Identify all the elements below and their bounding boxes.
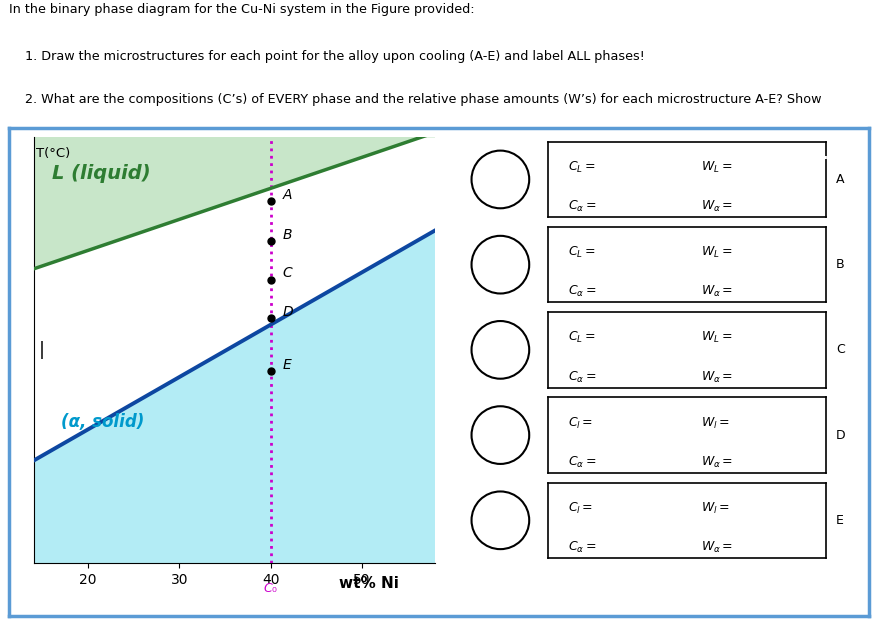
- Text: ···: ···: [815, 149, 836, 167]
- Text: B: B: [836, 258, 844, 271]
- Polygon shape: [34, 231, 435, 563]
- Text: $W_{\alpha}=$: $W_{\alpha}=$: [701, 455, 733, 470]
- Text: C: C: [282, 266, 292, 281]
- Text: all work!: all work!: [9, 137, 90, 151]
- Text: $W_L=$: $W_L=$: [701, 160, 732, 175]
- Text: |: |: [39, 341, 45, 359]
- Text: $C_{\alpha}=$: $C_{\alpha}=$: [568, 455, 596, 470]
- Text: $C_l=$: $C_l=$: [568, 501, 593, 516]
- Text: $C₀$: $C₀$: [263, 582, 278, 595]
- Text: C: C: [836, 343, 845, 356]
- Text: $W_L=$: $W_L=$: [701, 245, 732, 260]
- Text: A: A: [836, 173, 844, 186]
- Text: $C_L=$: $C_L=$: [568, 330, 595, 345]
- Text: 2. What are the compositions (C’s) of EVERY phase and the relative phase amounts: 2. What are the compositions (C’s) of EV…: [9, 93, 821, 106]
- Text: T(°C): T(°C): [36, 147, 71, 160]
- Text: B: B: [282, 228, 292, 242]
- Text: $C_L=$: $C_L=$: [568, 245, 595, 260]
- Text: $C_{\alpha}=$: $C_{\alpha}=$: [568, 284, 596, 299]
- Text: (α, solid): (α, solid): [61, 412, 145, 430]
- Text: $C_l=$: $C_l=$: [568, 415, 593, 430]
- Text: $W_{\alpha}=$: $W_{\alpha}=$: [701, 540, 733, 555]
- Polygon shape: [34, 132, 435, 269]
- Text: $C_L=$: $C_L=$: [568, 160, 595, 175]
- Text: $W_{\alpha}=$: $W_{\alpha}=$: [701, 199, 733, 214]
- Text: A: A: [282, 188, 292, 202]
- Text: $W_l=$: $W_l=$: [701, 415, 730, 430]
- Text: E: E: [836, 514, 844, 527]
- Text: 1. Draw the microstructures for each point for the alloy upon cooling (A-E) and : 1. Draw the microstructures for each poi…: [9, 50, 645, 63]
- Text: wt% Ni: wt% Ni: [339, 576, 399, 591]
- Text: $C_{\alpha}=$: $C_{\alpha}=$: [568, 540, 596, 555]
- Text: L (liquid): L (liquid): [52, 164, 151, 183]
- Text: $C_{\alpha}=$: $C_{\alpha}=$: [568, 199, 596, 214]
- Text: $W_L=$: $W_L=$: [701, 330, 732, 345]
- Text: $W_{\alpha}=$: $W_{\alpha}=$: [701, 284, 733, 299]
- Text: D: D: [836, 429, 846, 442]
- Text: $C_{\alpha}=$: $C_{\alpha}=$: [568, 369, 596, 384]
- Text: $W_{\alpha}=$: $W_{\alpha}=$: [701, 369, 733, 384]
- Text: E: E: [282, 358, 291, 372]
- Text: In the binary phase diagram for the Cu-Ni system in the Figure provided:: In the binary phase diagram for the Cu-N…: [9, 3, 475, 16]
- Text: $W_l=$: $W_l=$: [701, 501, 730, 516]
- Text: D: D: [282, 305, 293, 319]
